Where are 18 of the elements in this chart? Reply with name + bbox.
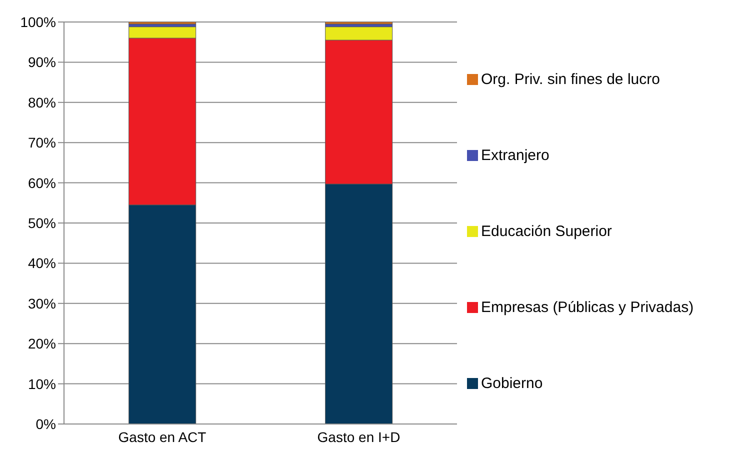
y-tick-label: 20% [28, 336, 56, 352]
legend-label: Empresas (Públicas y Privadas) [481, 298, 694, 316]
y-tick-label: 10% [28, 376, 56, 392]
y-tick-label: 100% [20, 14, 56, 30]
y-tick-label: 0% [36, 416, 56, 432]
y-tick-label: 40% [28, 255, 56, 272]
x-tick-label: Gasto en ACT [118, 428, 207, 445]
legend-label: Extranjero [481, 146, 550, 164]
legend-label: Educación Superior [481, 222, 612, 240]
legend-label: Gobierno [481, 374, 543, 392]
y-tick-label: 30% [28, 295, 56, 312]
x-tick-label: Gasto en I+D [317, 428, 400, 445]
y-tick-label: 70% [28, 134, 56, 151]
legend-label: Org. Priv. sin fines de lucro [481, 70, 660, 88]
y-tick-label: 80% [28, 94, 56, 110]
y-tick-label: 60% [28, 174, 56, 191]
y-tick-label: 90% [28, 54, 56, 70]
y-tick-label: 50% [28, 214, 56, 231]
